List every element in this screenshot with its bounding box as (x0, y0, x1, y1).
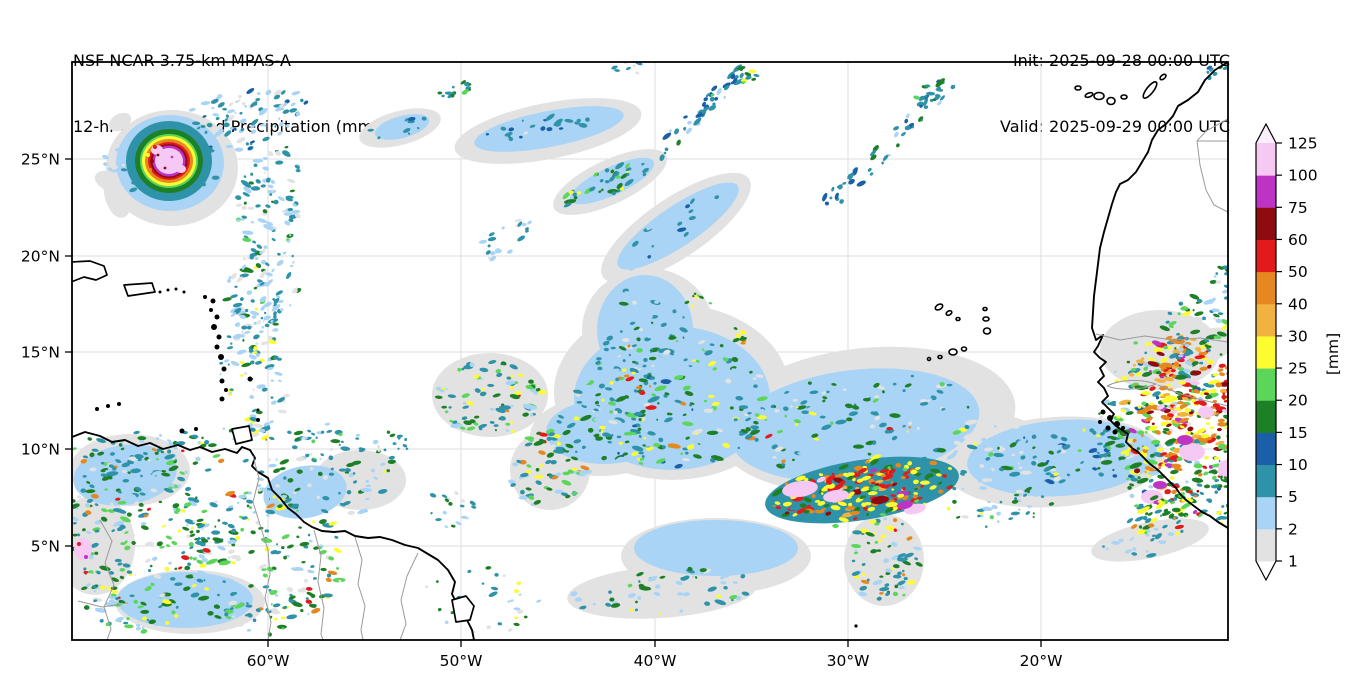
svg-text:20°N: 20°N (21, 248, 60, 266)
svg-text:25: 25 (1288, 360, 1308, 378)
svg-text:75: 75 (1288, 199, 1308, 217)
svg-text:5°N: 5°N (31, 538, 60, 556)
svg-text:15: 15 (1288, 424, 1308, 442)
svg-text:40°W: 40°W (634, 652, 677, 670)
svg-text:40: 40 (1288, 295, 1308, 313)
svg-text:50°W: 50°W (440, 652, 483, 670)
svg-text:5: 5 (1288, 488, 1298, 506)
svg-text:60: 60 (1288, 231, 1308, 249)
svg-text:10°N: 10°N (21, 441, 60, 459)
svg-text:125: 125 (1288, 135, 1318, 153)
svg-text:20: 20 (1288, 392, 1308, 410)
svg-text:30°W: 30°W (827, 652, 870, 670)
svg-text:1: 1 (1288, 553, 1298, 571)
svg-text:25°N: 25°N (21, 151, 60, 169)
svg-text:50: 50 (1288, 263, 1308, 281)
svg-text:30: 30 (1288, 327, 1308, 345)
svg-text:15°N: 15°N (21, 344, 60, 362)
svg-text:10: 10 (1288, 456, 1308, 474)
svg-text:60°W: 60°W (247, 652, 290, 670)
svg-text:20°W: 20°W (1020, 652, 1063, 670)
model-title: NSF NCAR 3.75-km MPAS-A (73, 51, 291, 70)
svg-text:[mm]: [mm] (1324, 333, 1342, 375)
svg-text:2: 2 (1288, 520, 1298, 538)
svg-text:100: 100 (1288, 167, 1318, 185)
init-time: Init: 2025-09-28 00:00 UTC (1012, 51, 1230, 70)
